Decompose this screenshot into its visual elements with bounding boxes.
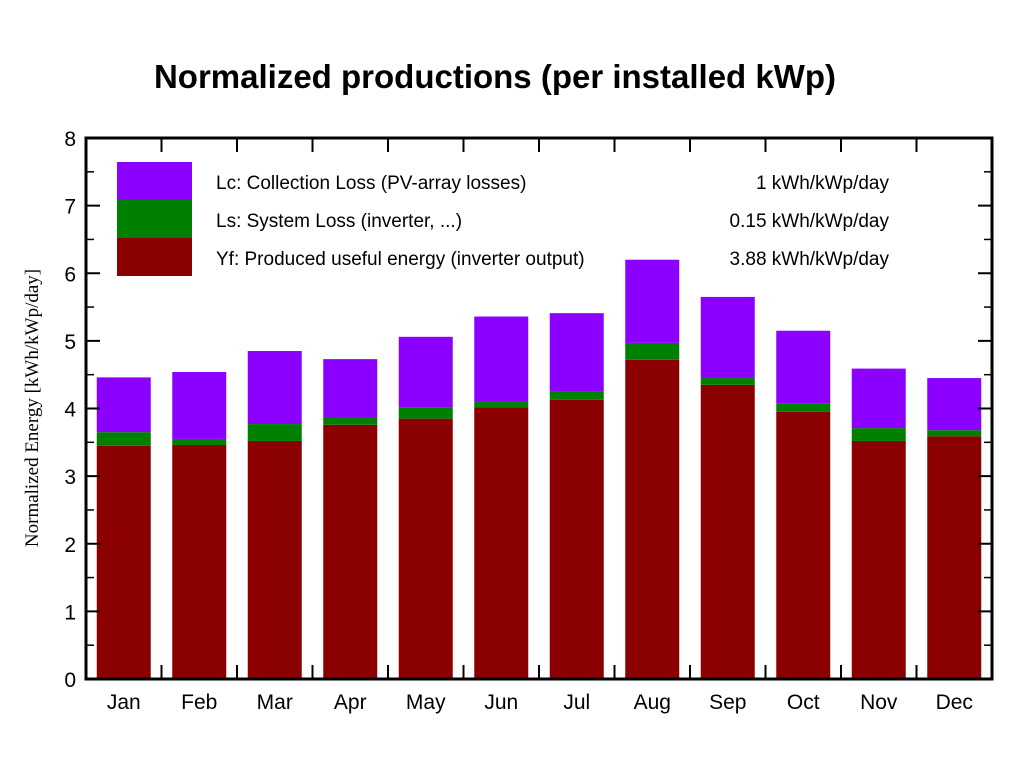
- bar-lc-sep: [700, 296, 755, 379]
- bar-ls-dec: [927, 430, 982, 437]
- bar-ls-nov: [851, 428, 906, 441]
- y-tick-label: 0: [64, 669, 76, 692]
- bar-yf-jul: [549, 399, 604, 679]
- x-tick-label-aug: Aug: [634, 691, 671, 714]
- x-tick-label-nov: Nov: [860, 691, 898, 714]
- y-axis-label: Normalized Energy [kWh/kWp/day]: [22, 269, 43, 547]
- y-tick-label: 7: [64, 196, 76, 219]
- x-tick-label-sep: Sep: [709, 691, 746, 714]
- bar-lc-jul: [549, 313, 604, 392]
- x-tick-label-dec: Dec: [936, 691, 973, 714]
- x-tick-label-may: May: [406, 691, 446, 714]
- bar-ls-feb: [172, 438, 227, 446]
- bar-ls-jul: [549, 391, 604, 400]
- legend-label-ls: Ls: System Loss (inverter, ...): [216, 211, 462, 232]
- bar-ls-jun: [474, 401, 529, 408]
- bar-ls-mar: [247, 424, 302, 441]
- legend-label-lc: Lc: Collection Loss (PV-array losses): [216, 173, 526, 194]
- x-tick-label-apr: Apr: [334, 691, 367, 714]
- legend-value-lc: 1 kWh/kWp/day: [756, 173, 890, 194]
- bar-yf-jun: [474, 407, 529, 679]
- x-tick-label-jun: Jun: [484, 691, 518, 714]
- y-tick-label: 6: [64, 263, 76, 286]
- bar-lc-nov: [851, 368, 906, 429]
- legend-value-ls: 0.15 kWh/kWp/day: [730, 211, 890, 232]
- x-tick-label-mar: Mar: [257, 691, 293, 714]
- y-tick-label: 2: [64, 534, 76, 557]
- bar-lc-mar: [247, 351, 302, 425]
- legend-value-yf: 3.88 kWh/kWp/day: [730, 249, 890, 270]
- x-tick-label-jan: Jan: [107, 691, 141, 714]
- y-tick-label: 8: [64, 128, 76, 151]
- x-tick-label-oct: Oct: [787, 691, 820, 714]
- bar-yf-jan: [96, 445, 151, 679]
- bar-ls-jan: [96, 432, 151, 446]
- bar-ls-may: [398, 407, 453, 419]
- bar-lc-oct: [776, 330, 831, 404]
- bar-lc-may: [398, 336, 453, 408]
- bars-group: [96, 259, 982, 679]
- y-tick-label: 3: [64, 466, 76, 489]
- bar-ls-aug: [625, 342, 680, 360]
- bar-ls-oct: [776, 403, 831, 412]
- y-tick-label: 5: [64, 331, 76, 354]
- bar-yf-sep: [700, 384, 755, 679]
- y-tick-label: 1: [64, 601, 76, 624]
- bar-lc-aug: [625, 259, 680, 343]
- bar-yf-feb: [172, 445, 227, 679]
- y-tick-label: 4: [64, 399, 76, 422]
- legend-label-yf: Yf: Produced useful energy (inverter out…: [216, 249, 585, 270]
- bar-yf-apr: [323, 424, 378, 679]
- legend: Lc: Collection Loss (PV-array losses) 1 k…: [117, 162, 889, 276]
- bar-lc-jan: [96, 377, 151, 433]
- bar-yf-oct: [776, 411, 831, 679]
- bar-yf-aug: [625, 359, 680, 679]
- bar-yf-dec: [927, 436, 982, 679]
- x-tick-label-jul: Jul: [563, 691, 590, 714]
- bar-lc-feb: [172, 371, 227, 439]
- legend-swatch-yf: [117, 238, 192, 276]
- bar-lc-apr: [323, 359, 378, 418]
- bar-lc-dec: [927, 378, 982, 431]
- bar-ls-sep: [700, 378, 755, 385]
- bar-yf-nov: [851, 440, 906, 679]
- bar-ls-apr: [323, 417, 378, 425]
- x-tick-label-feb: Feb: [181, 691, 217, 714]
- legend-swatch-ls: [117, 200, 192, 238]
- legend-swatch-lc: [117, 162, 192, 200]
- bar-yf-mar: [247, 440, 302, 679]
- chart-title: Normalized productions (per installed kW…: [153, 58, 837, 95]
- bar-yf-may: [398, 418, 453, 679]
- axes: Jan Feb Mar Apr May Jun Jul Aug Sep Oct Nov Dec 0 1 2 3…: [64, 128, 994, 714]
- bar-lc-jun: [474, 316, 529, 402]
